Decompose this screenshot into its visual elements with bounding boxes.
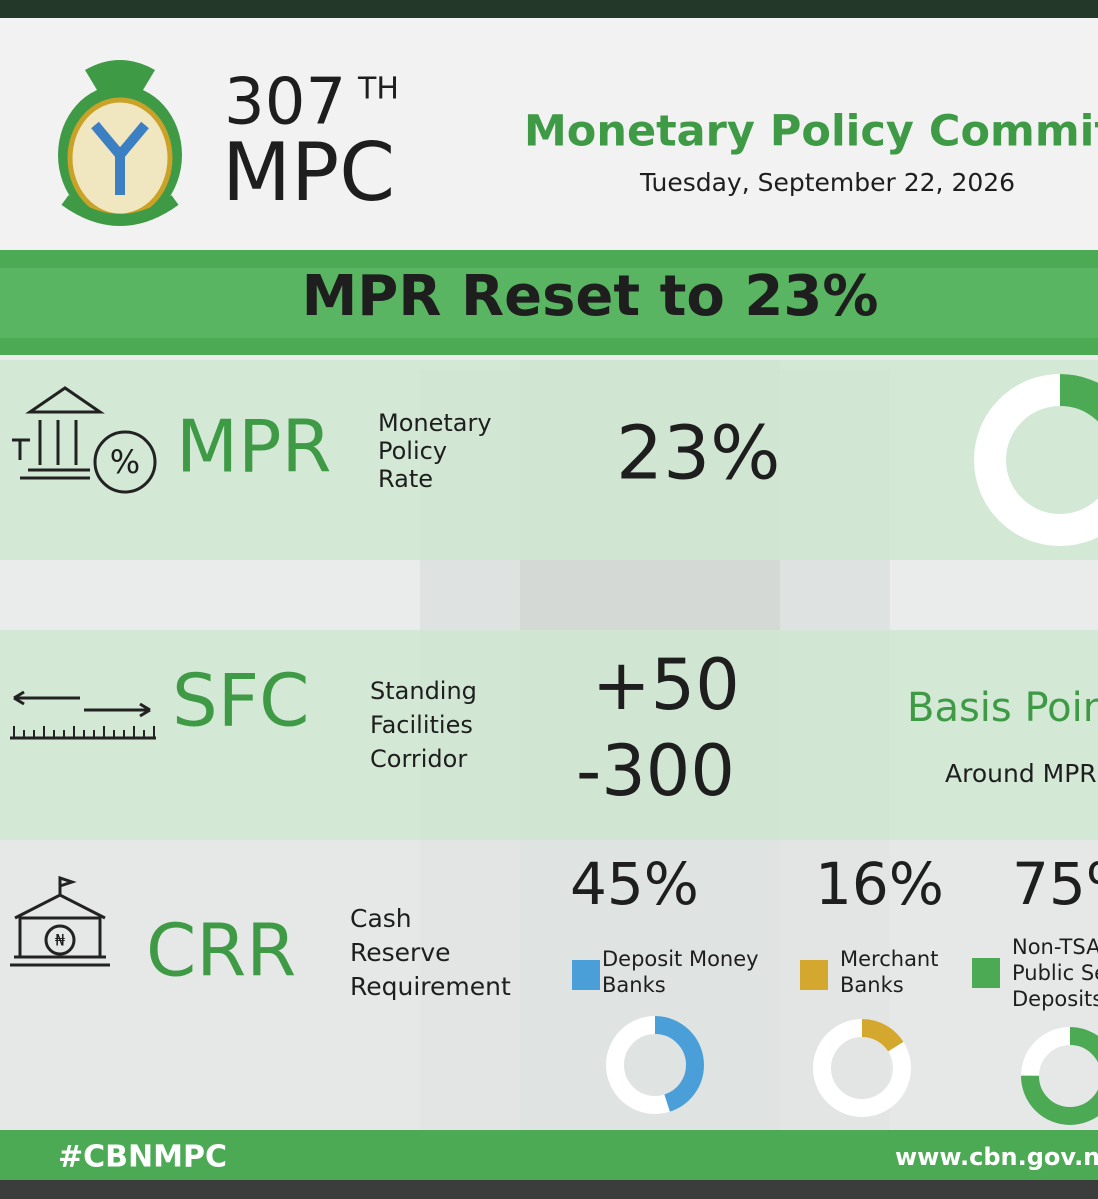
donut-arc <box>606 1016 704 1114</box>
crr-label: Non-TSA <box>1012 935 1098 959</box>
crr-description: Reserve <box>350 938 451 967</box>
sfc-description: Standing <box>370 677 477 705</box>
crr-label: Banks <box>840 973 904 997</box>
sfc-description: Facilities <box>370 711 473 739</box>
donut-arc <box>974 374 1098 546</box>
legend-swatch <box>972 958 1000 988</box>
acronym: MPC <box>222 126 395 219</box>
legend-swatch <box>800 960 828 990</box>
bottom-edge <box>0 1180 1098 1199</box>
banner-band <box>0 268 1098 338</box>
crr-label: Deposits <box>1012 987 1098 1011</box>
mpr-abbr: MPR <box>176 405 332 489</box>
crr-value: 75% <box>1012 850 1098 918</box>
footer-url: www.cbn.gov.ng <box>895 1143 1098 1171</box>
sfc-lower: -300 <box>576 730 735 812</box>
crr-description: Cash <box>350 904 412 933</box>
crr-row <box>0 840 1098 1130</box>
logo <box>58 60 182 226</box>
mpr-description: Rate <box>378 465 433 493</box>
sfc-description: Corridor <box>370 745 467 773</box>
svg-text:%: % <box>110 443 140 481</box>
crr-label: Public Sector <box>1012 961 1098 985</box>
mpr-description: Monetary <box>378 409 492 437</box>
mpr-value: 23% <box>616 411 780 497</box>
edition: 307 <box>224 66 346 140</box>
top-edge <box>0 0 1098 18</box>
sfc-note: Around MPR <box>945 759 1097 788</box>
crr-value: 45% <box>570 850 699 918</box>
header-date: Tuesday, September 22, 2026 <box>639 168 1015 197</box>
sfc-row <box>0 630 1098 840</box>
corridor-icon <box>10 690 156 740</box>
svg-text:₦: ₦ <box>55 931 65 950</box>
crr-label: Banks <box>602 973 666 997</box>
crr-label: Deposit Money <box>602 947 759 971</box>
crr-description: Requirement <box>350 972 511 1001</box>
legend-swatch <box>572 960 600 990</box>
donut-arc <box>1021 1027 1098 1125</box>
footer-bar <box>0 1130 1098 1180</box>
header-panel <box>0 18 1098 250</box>
banner-title: MPR Reset to 23% <box>302 264 879 329</box>
donut-arc <box>813 1019 911 1117</box>
crr-abbr: CRR <box>146 909 296 993</box>
crr-label: Merchant <box>840 947 938 971</box>
crr-value: 16% <box>815 850 944 918</box>
bank-icon: % <box>12 386 157 494</box>
sfc-abbr: SFC <box>172 659 309 743</box>
reserve-icon: ₦ <box>10 875 110 967</box>
sfc-upper: +50 <box>592 644 740 726</box>
mpr-row <box>0 360 1098 560</box>
edition-suffix: TH <box>357 72 399 107</box>
header-title: Monetary Policy Committee <box>524 107 1098 157</box>
mpr-description: Policy <box>378 437 447 465</box>
sfc-unit: Basis Points <box>907 685 1098 731</box>
footer-hashtag: #CBNMPC <box>58 1140 227 1175</box>
